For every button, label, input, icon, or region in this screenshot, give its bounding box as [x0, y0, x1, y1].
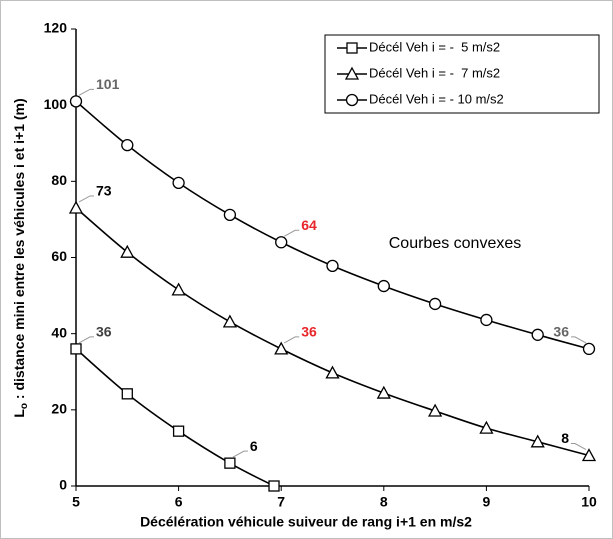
marker [275, 236, 288, 249]
marker [120, 244, 135, 258]
marker [172, 176, 185, 190]
marker [428, 403, 443, 417]
y-tick-label: 40 [51, 324, 67, 340]
label-leader [78, 336, 94, 344]
annotation: Courbes convexes [389, 235, 522, 252]
marker [479, 420, 494, 434]
data-label: 6 [250, 438, 258, 454]
legend-marker [345, 93, 359, 107]
marker [581, 448, 597, 462]
data-label: 36 [96, 324, 112, 340]
x-tick-label: 10 [581, 494, 597, 510]
x-tick-label: 9 [483, 494, 491, 510]
y-label-rest: : distance mini entre les véhicules i et… [11, 98, 27, 403]
legend-label: Décél Veh i = - 10 m/s2 [369, 91, 504, 106]
marker [531, 328, 544, 341]
marker [172, 425, 185, 437]
marker [428, 297, 442, 311]
y-label-main: L [11, 409, 27, 418]
data-label: 36 [553, 324, 569, 340]
legend-marker [346, 42, 358, 54]
label-leader [78, 88, 94, 96]
marker [69, 95, 83, 108]
marker [274, 341, 289, 355]
marker [377, 279, 390, 293]
y-axis-label: Lo : distance mini entre les véhicules i… [11, 98, 30, 417]
y-tick-label: 100 [44, 96, 68, 112]
y-tick-label: 120 [44, 20, 68, 36]
marker [121, 139, 134, 152]
label-leader [283, 336, 300, 344]
x-axis-label: Décélération véhicule suiveur de rang i+… [140, 514, 472, 530]
label-leader [78, 195, 94, 203]
label-leader [232, 450, 248, 458]
marker [70, 343, 82, 355]
marker [121, 388, 133, 400]
label-leader [283, 229, 300, 237]
marker [582, 342, 596, 356]
marker [223, 208, 237, 221]
x-tick-label: 6 [175, 494, 183, 510]
data-label: 64 [301, 217, 317, 233]
x-tick-label: 8 [380, 494, 388, 510]
x-tick-label: 5 [72, 494, 80, 510]
legend-label: Décél Veh i = - 7 m/s2 [369, 65, 500, 80]
legend-marker [344, 66, 360, 80]
y-tick-label: 0 [59, 477, 67, 493]
y-tick-label: 80 [51, 172, 67, 188]
data-label: 101 [96, 76, 120, 92]
y-label-sub: o [19, 403, 30, 409]
marker [480, 313, 493, 327]
marker [222, 314, 237, 328]
data-label: 8 [561, 430, 569, 446]
marker [325, 365, 340, 379]
marker [326, 259, 339, 273]
data-label: 36 [301, 324, 317, 340]
marker [376, 385, 391, 399]
legend-label: Décél Veh i = - 5 m/s2 [369, 39, 500, 54]
marker [530, 434, 545, 448]
legend-box [324, 34, 600, 114]
y-tick-label: 20 [51, 401, 67, 417]
marker [224, 457, 236, 469]
marker [68, 200, 84, 214]
data-label: 73 [96, 183, 112, 199]
marker [268, 480, 280, 492]
label-leader [571, 336, 587, 344]
x-tick-label: 7 [277, 494, 285, 510]
marker [171, 282, 186, 296]
label-leader [571, 443, 587, 450]
y-tick-label: 60 [51, 248, 67, 264]
